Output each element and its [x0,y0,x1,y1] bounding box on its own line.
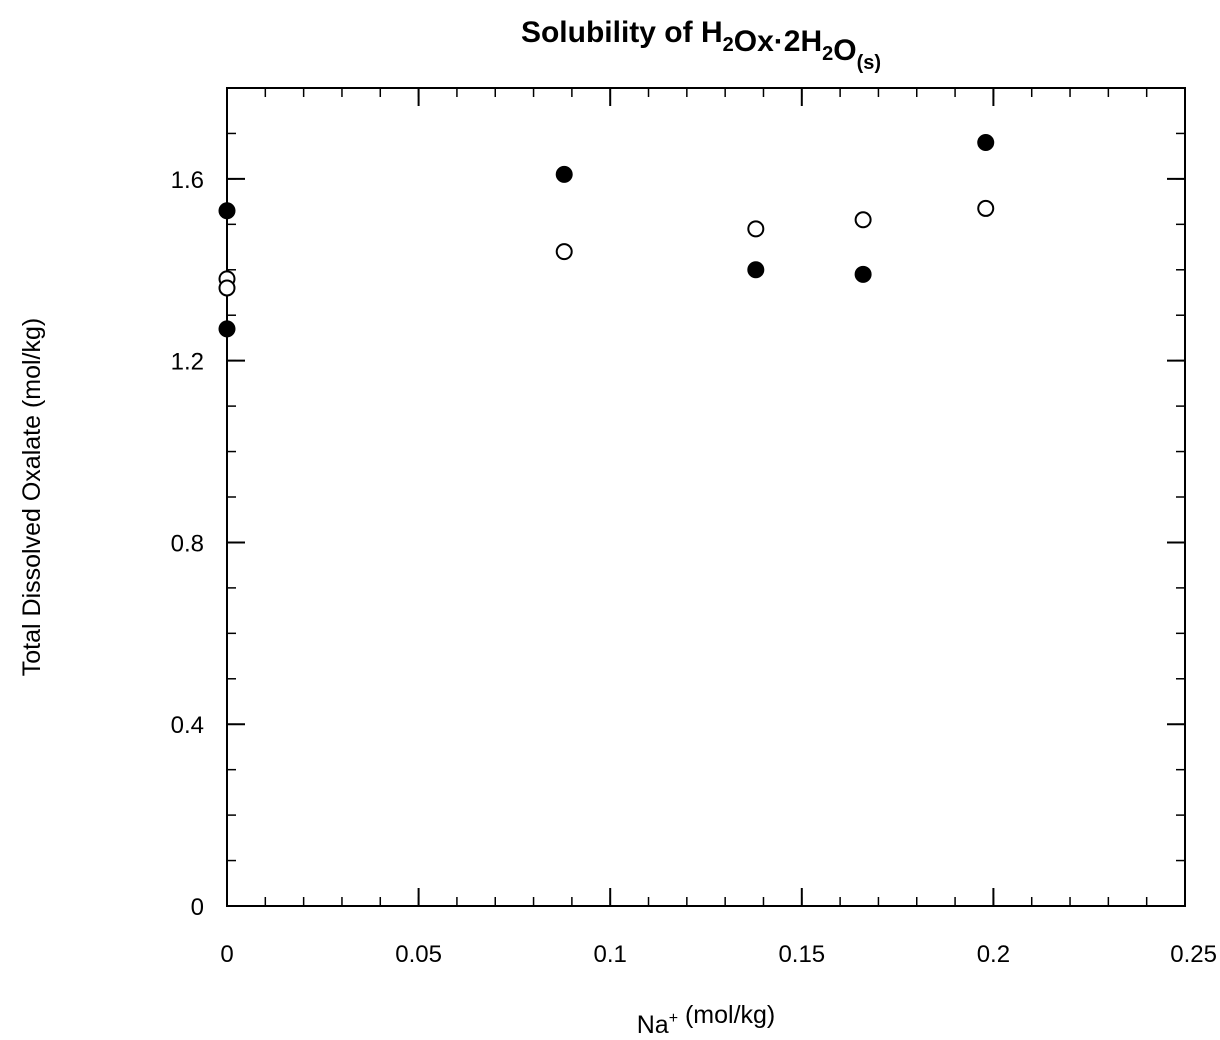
data-points [218,134,995,338]
y-tick-label: 1.2 [171,349,204,376]
y-tick-label: 0 [191,894,204,921]
x-tick-label: 0.05 [395,941,442,968]
chart-title: Solubility of H2Ox·2H2O(s) [521,16,881,74]
filled-data-point [854,265,872,283]
y-tick-label: 0.4 [171,712,204,739]
x-tick-label: 0 [220,941,233,968]
x-tick-label: 0.1 [594,941,627,968]
x-tick-labels: 0 0.05 0.1 0.15 0.2 0.25 [220,941,1217,968]
y-tick-labels: 0 0.4 0.8 1.2 1.6 [171,167,204,921]
x-tick-label: 0.2 [977,941,1010,968]
plot-frame [226,87,1186,907]
filled-data-point [218,202,236,220]
filled-data-point [977,134,995,152]
axis-ticks [226,87,1186,907]
y-tick-label: 1.6 [171,167,204,194]
filled-data-point [747,261,765,279]
y-tick-label: 0.8 [171,530,204,557]
open-data-point [747,220,765,238]
open-data-point [977,199,995,217]
open-data-point [218,279,236,297]
filled-data-point [218,320,236,338]
filled-data-point [555,165,573,183]
open-data-point [555,243,573,261]
x-tick-label: 0.15 [778,941,825,968]
x-axis-label: Na+ (mol/kg) [637,1001,776,1039]
y-axis-label: Total Dissolved Oxalate (mol/kg) [18,318,46,676]
x-tick-label: 0.25 [1170,941,1217,968]
open-data-point [854,211,872,229]
